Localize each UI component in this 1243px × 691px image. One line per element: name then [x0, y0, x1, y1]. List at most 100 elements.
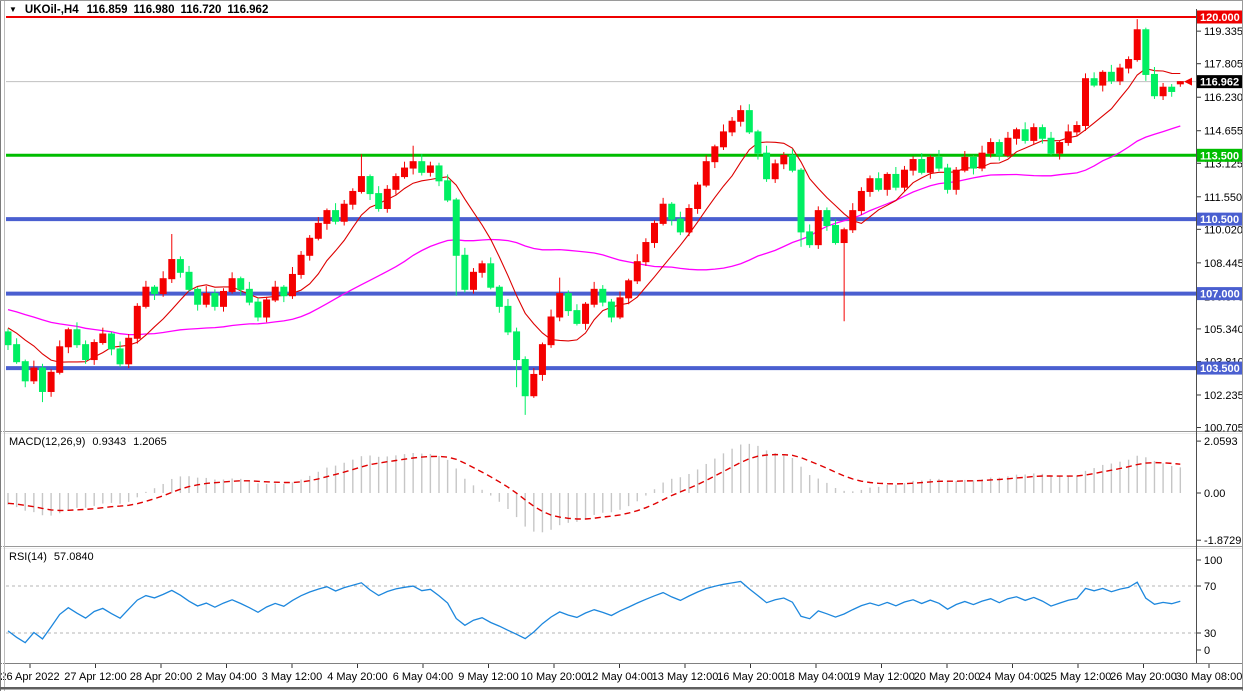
macd-scale-label: 0.00: [1204, 488, 1225, 500]
candle-body: [521, 359, 529, 397]
time-tick-label: 16 May 20:00: [717, 671, 784, 683]
price-tick-label: 114.655: [1204, 126, 1243, 138]
candle-body: [659, 203, 667, 224]
candle-body: [340, 203, 348, 222]
candle-body: [409, 161, 417, 169]
candle-body: [1133, 29, 1141, 61]
candle-body: [90, 342, 98, 361]
candle-body: [1004, 137, 1012, 156]
time-axis[interactable]: 26 Apr 2022 27 Apr 12:00 28 Apr 20:00 2 May…: [0, 664, 1242, 683]
rsi-value: 57.0840: [53, 551, 94, 563]
macd-panel[interactable]: [7, 443, 1182, 533]
ohlc-low: 116.720: [180, 4, 222, 16]
candle-body: [1082, 78, 1089, 127]
rsi-panel[interactable]: [6, 580, 1196, 644]
ma-slow-line: [7, 125, 1181, 336]
candle-body: [151, 286, 159, 295]
time-tick-label: 2 May 04:00: [196, 671, 257, 683]
candle-body: [969, 156, 977, 169]
candle-body: [599, 288, 607, 303]
macd-value-2: 1.2065: [133, 436, 167, 448]
candle-body: [159, 278, 167, 295]
candle-body: [1013, 129, 1021, 139]
candle-body: [685, 207, 693, 233]
candle-body: [237, 278, 245, 290]
price-badge-label: 120.000: [1200, 12, 1240, 24]
candle-body: [1107, 71, 1115, 82]
time-tick-label: 10 May 20:00: [521, 671, 588, 683]
time-tick-label: 26 May 20:00: [1110, 671, 1177, 683]
candle-body: [13, 344, 21, 363]
candle-body: [297, 254, 305, 275]
price-tick-label: 111.550: [1204, 192, 1242, 204]
symbol-dropdown-icon[interactable]: ▼: [9, 5, 17, 14]
indicator-scales[interactable]: 2.0593 0.00 -1.8729 100 70 30 0: [1197, 436, 1241, 657]
candle-body: [840, 229, 848, 244]
main-price-panel[interactable]: [4, 16, 1196, 415]
price-badge: [1197, 75, 1243, 89]
candle-body: [314, 222, 322, 239]
candle-body: [849, 210, 857, 231]
candle-body: [530, 373, 538, 397]
candle-body: [211, 293, 219, 307]
candle-body: [711, 146, 719, 163]
candle-body: [788, 154, 796, 171]
rsi-line: [7, 580, 1181, 644]
candle-body: [392, 176, 400, 190]
time-tick-label: 20 May 20:00: [914, 671, 981, 683]
price-tick-label: 100.705: [1204, 423, 1243, 435]
candle-body: [754, 131, 762, 154]
candle-body: [883, 173, 891, 190]
candle-body: [582, 303, 590, 324]
candle-body: [185, 271, 193, 290]
last-price-arrow-icon: [1184, 77, 1192, 86]
candle-body: [771, 163, 779, 180]
candle-body: [176, 259, 184, 273]
candle-body: [918, 159, 926, 173]
ma-fast-line: [7, 68, 1181, 363]
ohlc-open: 116.859: [86, 4, 128, 16]
price-tick-label: 110.020: [1204, 224, 1243, 236]
candle-body: [38, 367, 46, 392]
price-badge-label: 116.962: [1200, 77, 1239, 89]
candle-body: [280, 286, 288, 297]
candle-body: [426, 165, 434, 173]
candle-body: [263, 299, 271, 318]
symbol-period-label: UKOil-,H4: [24, 4, 79, 16]
candle-body: [323, 210, 331, 224]
candle-body: [435, 165, 443, 182]
candle-body: [1021, 129, 1029, 141]
time-tick-label: 30 May 08:00: [1176, 671, 1243, 683]
candle-body: [1038, 127, 1046, 139]
time-tick-label: 24 May 04:00: [979, 671, 1046, 683]
candle-body: [1176, 81, 1184, 85]
price-scale[interactable]: 119.335117.805116.230114.655113.125111.5…: [1197, 10, 1243, 435]
candle-body: [513, 331, 521, 361]
macd-scale-label: -1.8729: [1204, 535, 1241, 547]
candle-body: [288, 273, 296, 297]
candle-body: [814, 210, 822, 246]
candle-body: [1125, 59, 1133, 69]
candle-body: [806, 231, 814, 246]
candle-body: [202, 293, 210, 305]
price-tick-label: 119.335: [1204, 26, 1243, 38]
candle-body: [245, 288, 253, 303]
candle-body: [633, 261, 641, 282]
macd-label: MACD(12,26,9): [9, 436, 86, 448]
time-tick-label: 27 Apr 12:00: [64, 671, 126, 683]
candle-body: [452, 199, 460, 256]
price-tick-label: 108.445: [1204, 258, 1243, 270]
candle-body: [56, 346, 64, 373]
candle-body: [383, 188, 391, 209]
candle-body: [271, 286, 279, 301]
candles-layer: [4, 19, 1184, 415]
candle-body: [564, 293, 572, 312]
time-tick-label: 18 May 04:00: [783, 671, 850, 683]
candle-body: [616, 297, 624, 318]
candle-body: [900, 169, 908, 188]
candle-body: [30, 367, 38, 382]
price-tick-label: 102.235: [1204, 390, 1243, 402]
candle-body: [1099, 71, 1107, 86]
rsi-scale-label: 30: [1204, 628, 1216, 640]
